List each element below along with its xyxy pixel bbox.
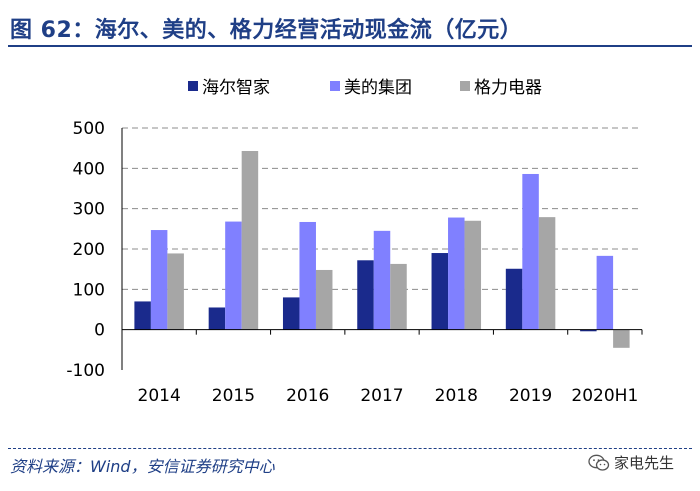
bar-美的集团-2019 <box>522 173 539 330</box>
y-tick-label: 0 <box>94 321 105 341</box>
bar-格力电器-2018 <box>464 220 482 330</box>
bar-格力电器-2019 <box>538 217 556 330</box>
legend-swatch-格力电器 <box>460 81 470 91</box>
x-tick-label: 2018 <box>435 386 478 406</box>
brand-name: 家电先生 <box>614 454 675 472</box>
bar-格力电器-2016 <box>315 269 333 330</box>
bar-海尔智家-2017 <box>357 260 374 330</box>
bar-美的集团-2016 <box>299 221 316 330</box>
bar-海尔智家-2018 <box>431 253 449 330</box>
bar-美的集团-2014 <box>150 230 168 330</box>
x-tick-label: 2014 <box>138 386 181 406</box>
bar-海尔智家-2016 <box>282 297 300 330</box>
bar-格力电器-2017 <box>390 263 407 330</box>
y-tick-label: -100 <box>66 361 105 381</box>
y-tick-label: 300 <box>73 200 105 220</box>
y-tick-label: 100 <box>73 280 105 300</box>
bar-美的集团-2018 <box>448 217 465 330</box>
legend-swatch-美的集团 <box>330 81 340 91</box>
title-divider <box>8 45 692 47</box>
legend-label: 海尔智家 <box>202 78 270 98</box>
x-tick-label: 2020H1 <box>571 386 638 406</box>
bar-美的集团-2017 <box>373 230 391 330</box>
brand-watermark: 家电先生 <box>588 452 674 473</box>
bar-格力电器-2020H1 <box>613 329 630 348</box>
bar-海尔智家-2015 <box>208 307 226 330</box>
bar-美的集团-2015 <box>225 221 242 330</box>
bar-美的集团-2020H1 <box>596 255 614 330</box>
y-tick-label: 200 <box>73 240 105 260</box>
legend-swatch-海尔智家 <box>188 81 198 91</box>
y-tick-label: 500 <box>73 119 105 139</box>
x-tick-label: 2015 <box>212 386 255 406</box>
x-tick-label: 2019 <box>509 386 552 406</box>
bar-格力电器-2014 <box>167 253 184 330</box>
legend-label: 美的集团 <box>344 78 412 98</box>
y-tick-label: 400 <box>73 159 105 179</box>
wechat-icon <box>588 454 610 471</box>
footer-divider <box>8 448 692 449</box>
bar-海尔智家-2019 <box>505 268 523 330</box>
x-tick-label: 2016 <box>286 386 329 406</box>
bar-海尔智家-2020H1 <box>580 329 597 332</box>
chart-title: 图 62：海尔、美的、格力经营活动现金流（亿元） <box>10 18 523 43</box>
bar-海尔智家-2014 <box>134 301 151 330</box>
bar-格力电器-2015 <box>241 150 259 330</box>
source-note: 资料来源：Wind，安信证券研究中心 <box>10 457 275 476</box>
x-tick-label: 2017 <box>360 386 403 406</box>
legend-label: 格力电器 <box>474 78 542 98</box>
